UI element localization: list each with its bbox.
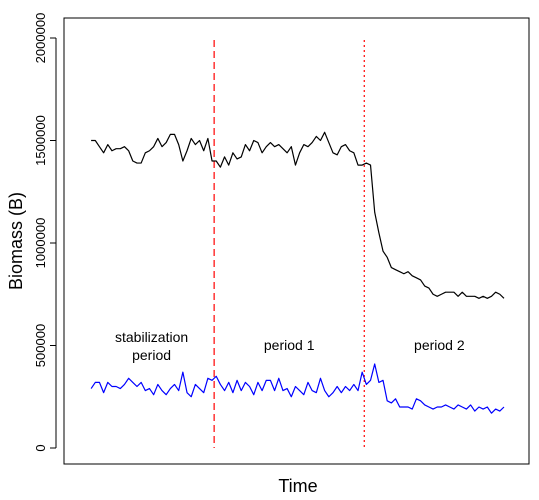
series-line-black <box>91 131 505 299</box>
period-annotation: stabilization <box>115 329 188 345</box>
period-annotations: stabilization period period 1 period 2 <box>115 329 465 363</box>
period-annotation: period 1 <box>264 337 315 353</box>
x-axis-title: Time <box>278 476 317 496</box>
y-axis-title: Biomass (B) <box>6 192 26 290</box>
series-lines <box>90 131 505 414</box>
y-tick-label: 1500000 <box>33 115 48 166</box>
y-tick-label: 0 <box>33 444 48 451</box>
y-tick-label: 2000000 <box>33 13 48 64</box>
series-line-blue <box>90 363 505 414</box>
period-divider-lines <box>213 40 365 448</box>
y-tick-label: 500000 <box>33 324 48 367</box>
period-annotation: period 2 <box>414 337 465 353</box>
period-annotation: period <box>132 347 171 363</box>
plot-frame <box>63 17 530 465</box>
y-tick-label: 1000000 <box>33 218 48 269</box>
y-axis: 0 500000 1000000 1500000 2000000 <box>33 13 57 452</box>
